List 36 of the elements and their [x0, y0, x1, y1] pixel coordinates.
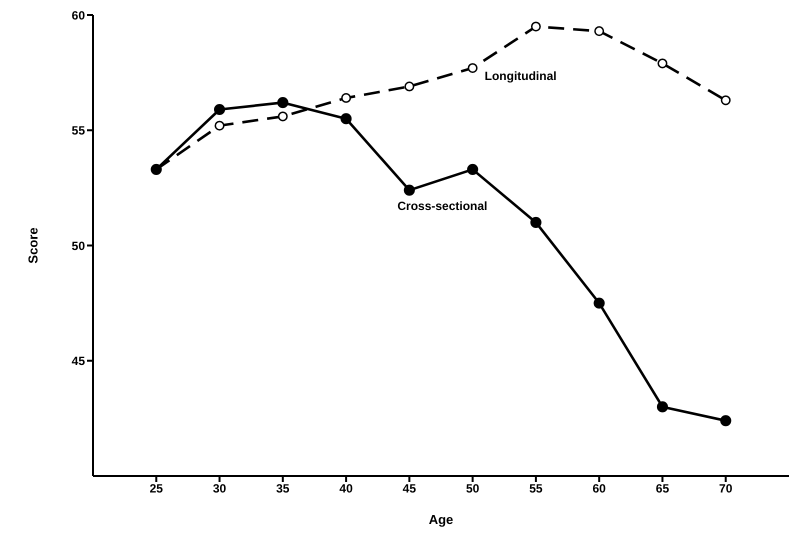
x-tick-label: 40 — [339, 482, 354, 496]
point — [214, 104, 226, 116]
point — [530, 216, 542, 228]
point — [720, 415, 732, 426]
x-tick-label: 45 — [402, 482, 416, 496]
x-tick-label: 30 — [212, 482, 227, 496]
point — [340, 113, 352, 124]
y-tick-label: 60 — [72, 8, 86, 22]
point — [214, 120, 224, 131]
x-axis-title: Age — [428, 512, 454, 527]
x-tick-label: 25 — [150, 482, 164, 496]
point — [467, 164, 478, 175]
x-tick-label: 70 — [719, 482, 733, 496]
series-label: Longitudinal — [484, 69, 557, 84]
point — [530, 22, 541, 32]
x-tick-label: 55 — [529, 482, 543, 496]
point — [404, 184, 415, 196]
point — [468, 63, 478, 73]
point — [278, 111, 288, 122]
point — [277, 97, 288, 108]
point — [341, 93, 352, 103]
point — [404, 82, 414, 92]
point — [594, 26, 604, 36]
x-tick-label: 65 — [656, 482, 670, 496]
y-axis-title: Score — [26, 227, 41, 264]
x-tick-label: 35 — [276, 482, 290, 496]
point — [720, 95, 731, 106]
point — [656, 401, 668, 412]
x-tick-label: 50 — [466, 482, 480, 496]
point — [658, 58, 668, 68]
y-tick-label: 50 — [72, 238, 86, 253]
point — [594, 298, 605, 309]
y-tick-label: 55 — [72, 124, 86, 138]
series-label: Cross-sectional — [397, 199, 488, 214]
y-tick-label: 45 — [72, 354, 86, 368]
x-tick-label: 60 — [592, 482, 606, 496]
